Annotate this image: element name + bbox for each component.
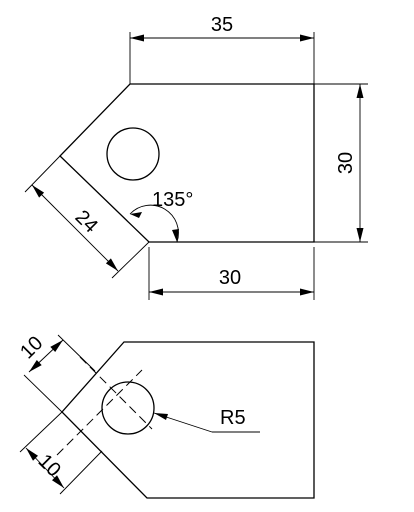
dim-angle: 135°	[129, 189, 193, 243]
dim-angle-label: 135°	[152, 189, 193, 211]
dim-upper-offset: 10	[16, 332, 96, 413]
dim-lower-offset-label: 10	[34, 450, 65, 481]
dim-radius: R5	[153, 407, 260, 433]
top-part-outline	[59, 83, 315, 243]
dim-radius-label: R5	[220, 407, 246, 429]
dim-right-height: 30	[314, 83, 368, 243]
bottom-view: 10 10 R5	[16, 332, 315, 499]
dim-top-width-label: 35	[211, 14, 233, 36]
dim-bottom-width-label: 30	[219, 267, 241, 289]
bottom-part-outline	[61, 341, 315, 499]
dim-slant-length: 24	[24, 155, 150, 279]
dim-top-width: 35	[129, 14, 315, 84]
dim-bottom-width: 30	[148, 247, 315, 300]
dim-right-height-label: 30	[335, 152, 357, 174]
hidden-line-lower	[56, 369, 143, 456]
dim-slant-length-label: 24	[71, 206, 102, 237]
top-hole-circle	[106, 127, 160, 181]
dim-lower-offset: 10	[19, 411, 103, 495]
hidden-line-upper	[79, 356, 153, 430]
top-view: 35 30 30 24	[24, 14, 368, 300]
bottom-hole-circle	[101, 381, 155, 435]
